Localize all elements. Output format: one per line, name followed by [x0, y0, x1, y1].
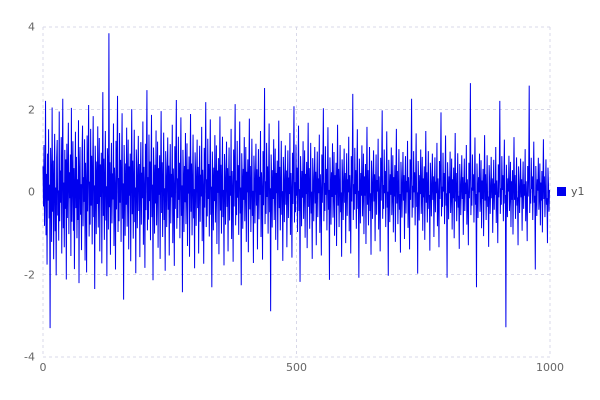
- series-y1: [42, 33, 550, 329]
- y-tick-label: 2: [28, 103, 35, 116]
- y-tick-label: -4: [24, 350, 35, 364]
- plot-area: [42, 26, 551, 358]
- y-tick-label: 0: [28, 185, 35, 199]
- legend-swatch-y1: [557, 187, 566, 196]
- x-tick-label: 0: [39, 361, 47, 374]
- x-tick-label: 1000: [536, 361, 564, 374]
- y-axis-tick-labels: 4 2 0 -2 -4: [0, 22, 35, 363]
- y-tick-label: 4: [28, 20, 35, 34]
- y-tick-label: -2: [24, 268, 35, 281]
- x-tick-label: 500: [286, 361, 307, 374]
- x-axis-tick-labels: 0 500 1000: [39, 361, 565, 382]
- legend[interactable]: y1: [557, 186, 585, 197]
- legend-label-y1: y1: [571, 185, 585, 198]
